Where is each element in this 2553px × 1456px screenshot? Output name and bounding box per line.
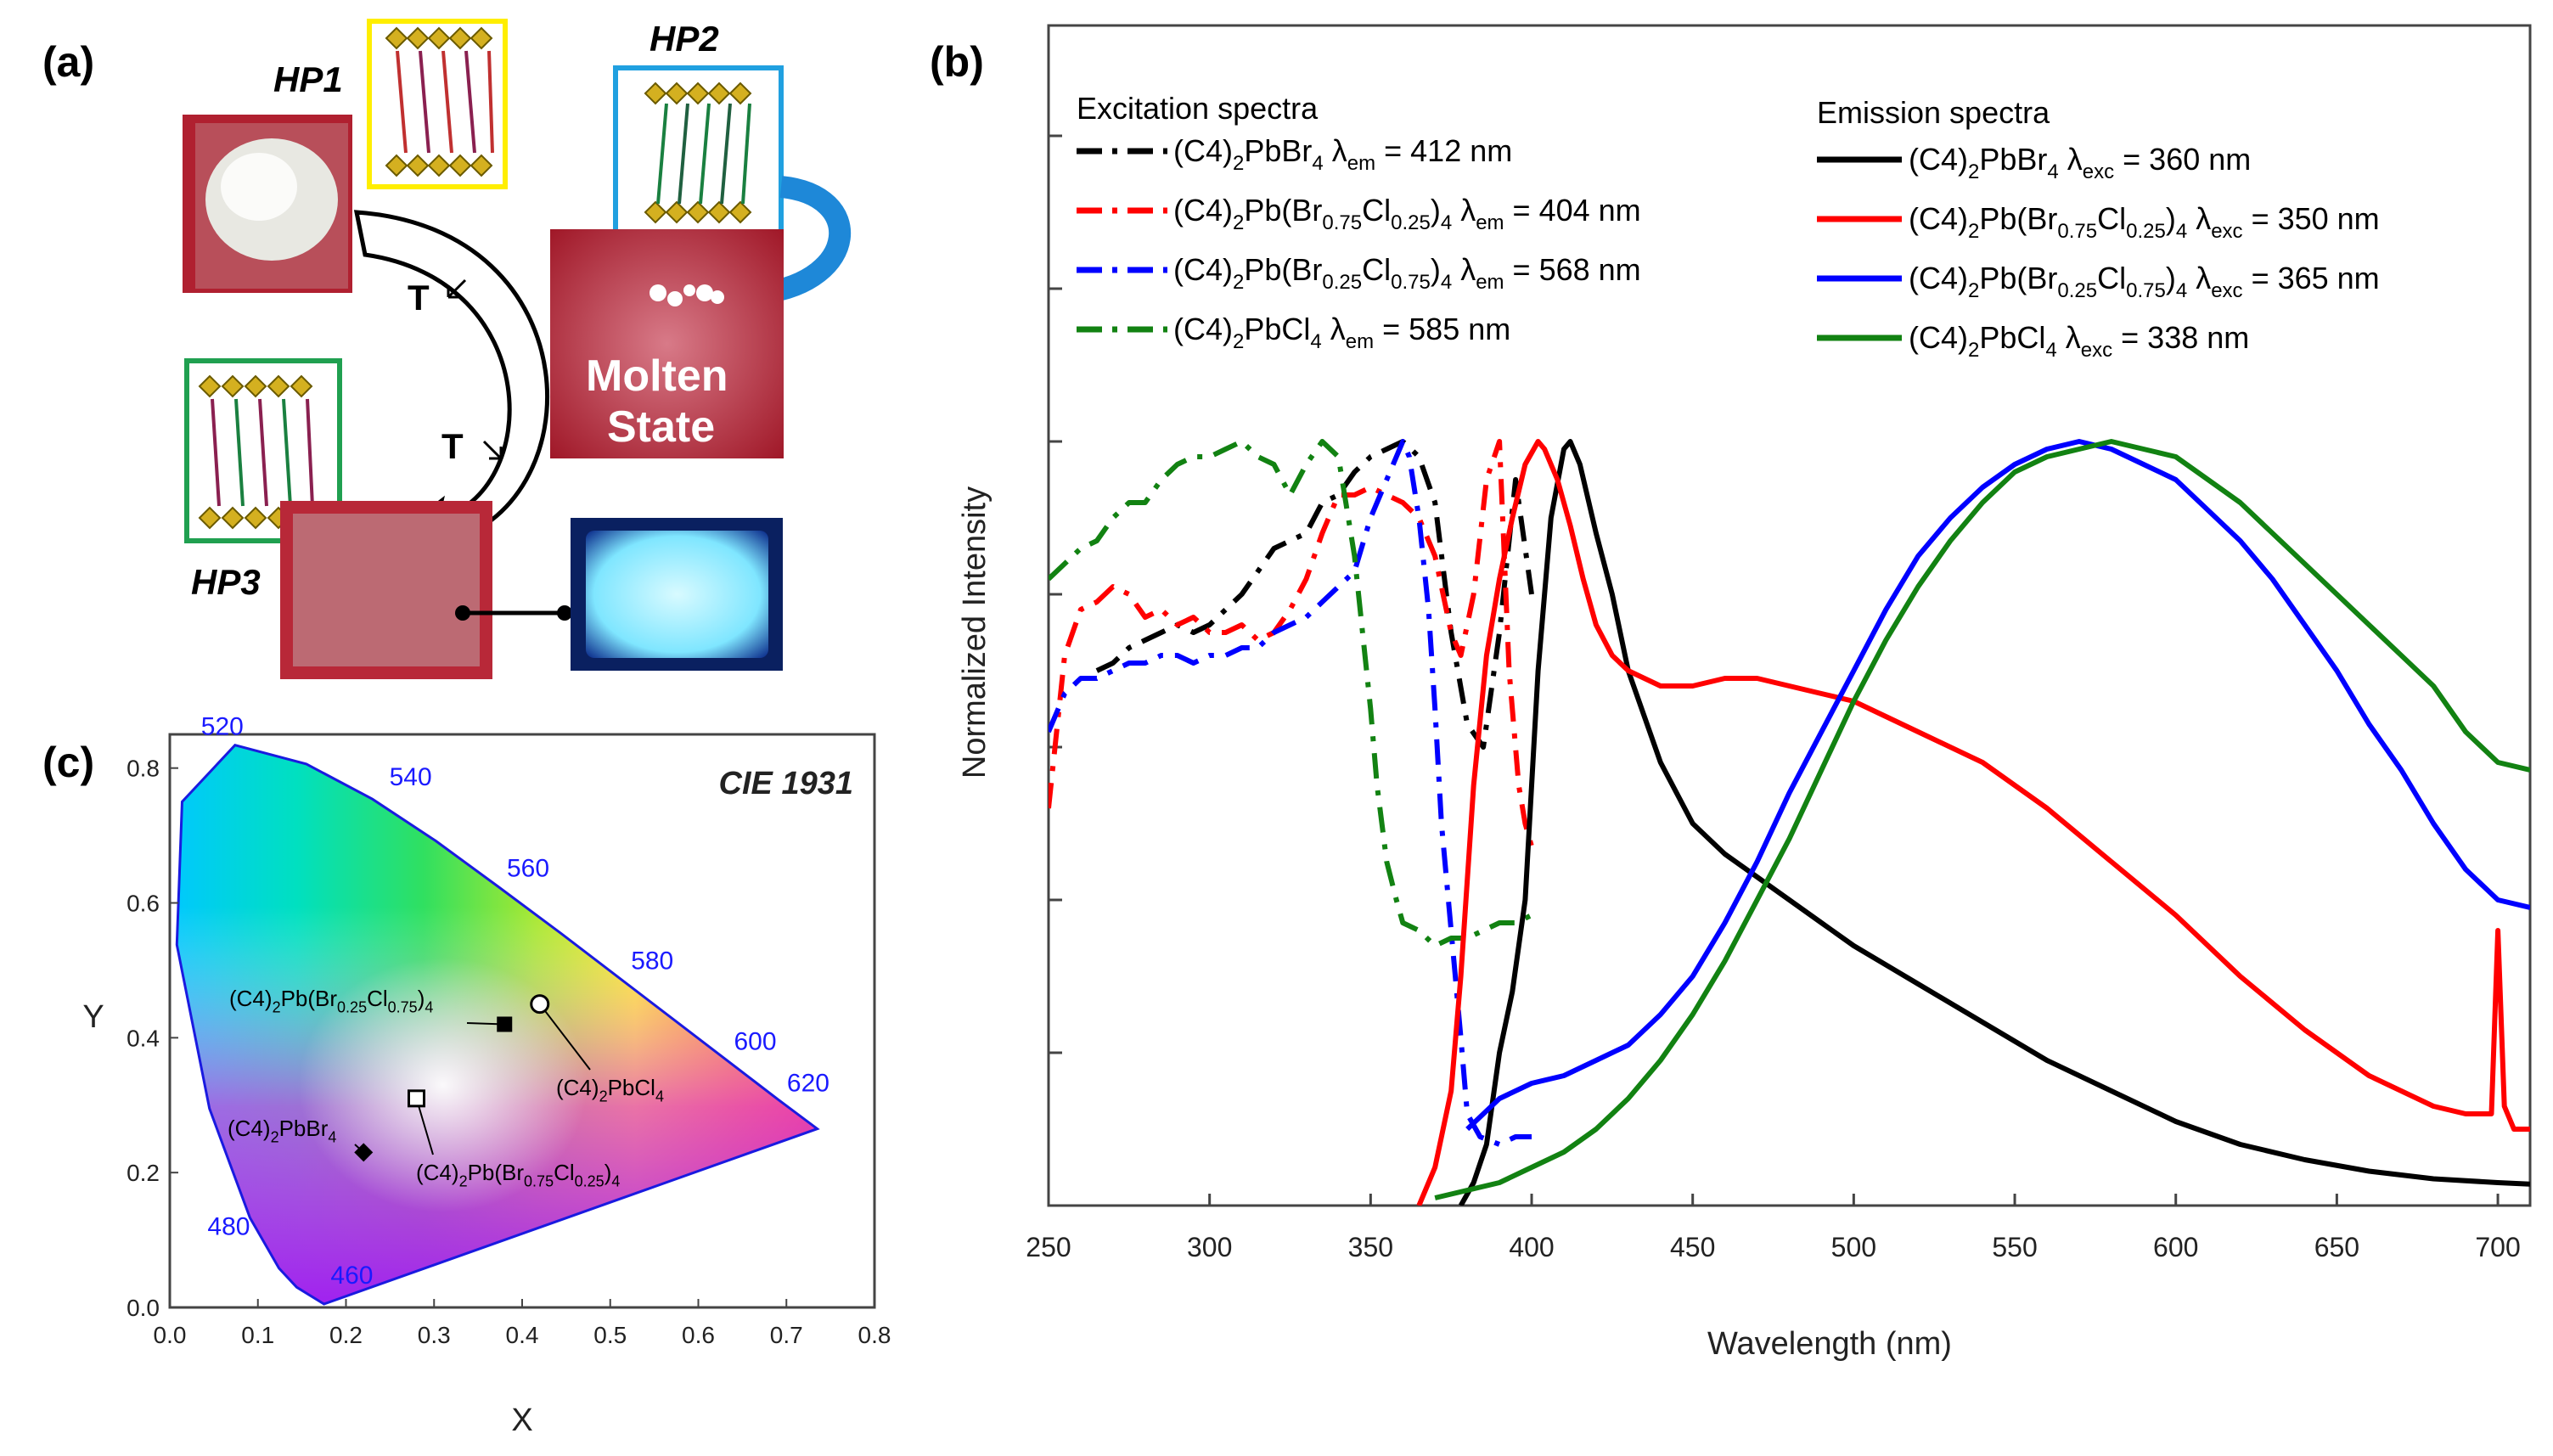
cie-y-tick-label-0.0: 0.0	[127, 1295, 160, 1321]
connector-dot-left	[455, 605, 470, 621]
panel-a-label: (a)	[42, 38, 94, 86]
cie-x-tick-label-0.4: 0.4	[506, 1322, 539, 1348]
marker-c4-2pb-br0-75cl0-25-4	[408, 1089, 425, 1108]
molten-photo: Molten State	[550, 229, 784, 458]
wavelength-label-580: 580	[631, 947, 673, 975]
uv-photo	[571, 518, 783, 671]
cie-y-label: Y	[82, 999, 104, 1035]
series-emission-3	[1465, 439, 2530, 1132]
panel-a: (a) HP1 HP2	[42, 19, 852, 679]
series-excitation-2	[1049, 439, 1534, 847]
hp1-label: HP1	[273, 59, 343, 99]
cie-y-tick-label-0.4: 0.4	[127, 1025, 160, 1051]
x-axis-label: Wavelength (nm)	[1707, 1326, 1952, 1362]
x-tick-label-300: 300	[1187, 1232, 1232, 1262]
wavelength-label-520: 520	[201, 713, 244, 741]
marker-c4-2pbcl4	[530, 994, 550, 1015]
state-label: State	[607, 402, 715, 452]
x-tick-label-400: 400	[1509, 1232, 1554, 1262]
hp1-structure	[367, 19, 508, 189]
x-tick-label-250: 250	[1026, 1232, 1071, 1262]
legend-label-excitation-1: (C4)2PbBr4 λem = 412 nm	[1173, 133, 1512, 175]
hp2-structure	[613, 65, 784, 236]
series-excitation-3	[1049, 439, 1532, 1147]
series-excitation-1	[1095, 439, 1534, 750]
leader-line-c4-2pb-br0-75cl0-25-4	[415, 1098, 434, 1155]
cie-x-tick-label-0.6: 0.6	[682, 1322, 715, 1348]
x-tick-label-600: 600	[2153, 1232, 2198, 1262]
cie-y-tick-label-0.8: 0.8	[127, 756, 160, 782]
wavelength-label-540: 540	[390, 763, 432, 791]
panel-b: (b) 250 300 350 400 450 500 550 600 650 700 Norma…	[930, 24, 2532, 1362]
spectral-locus	[175, 744, 820, 1306]
legend-label-excitation-3: (C4)2Pb(Br0.25Cl0.75)4 λem = 568 nm	[1173, 252, 1641, 294]
panel-b-label: (b)	[930, 38, 984, 86]
series-emission-4	[1434, 439, 2530, 1200]
cie-x-label: X	[511, 1403, 532, 1438]
temperature-label-1: T	[408, 278, 430, 318]
y-axis-label: Normalized Intensity	[957, 486, 993, 779]
down-arrow-icon	[482, 440, 503, 460]
cie-y-tick-label-0.2: 0.2	[127, 1160, 160, 1186]
cie-title: CIE 1931	[719, 766, 853, 801]
series-emission-1	[1458, 439, 2530, 1206]
cie-x-tick-label-0.0: 0.0	[154, 1322, 187, 1348]
panel-c-label: (c)	[42, 739, 94, 786]
series-emission-2	[1416, 439, 2530, 1206]
cie-x-tick-label-0.1: 0.1	[241, 1322, 274, 1348]
cie-x-tick-label-0.8: 0.8	[858, 1322, 891, 1348]
marker-c4-2pbbr4	[354, 1143, 374, 1162]
x-tick-label-700: 700	[2475, 1232, 2520, 1262]
legend: Excitation spectra Emission spectra (C4)…	[1077, 91, 2380, 362]
cie-ticks: 0.0 0.1 0.2 0.3 0.4 0.5 0.6 0.7 0.8 0.0 0.2 0.4 0.6 0…	[127, 756, 891, 1348]
point-label-c4-2pbbr4: (C4)2PbBr4	[228, 1116, 336, 1145]
connector-dot-right	[557, 605, 572, 621]
temperature-label-2: T	[441, 426, 464, 466]
x-axis-ticks: 250 300 350 400 450 500 550 600 650 700	[1026, 1194, 2521, 1262]
legend-label-emission-1: (C4)2PbBr4 λexc = 360 nm	[1909, 142, 2251, 183]
y-axis-ticks	[1049, 134, 1062, 1207]
hp3-photo	[280, 501, 492, 679]
legend-emission-title: Emission spectra	[1817, 95, 2050, 130]
cie-x-tick-label-0.3: 0.3	[418, 1322, 451, 1348]
series-group	[1049, 439, 2530, 1206]
x-tick-label-350: 350	[1348, 1232, 1393, 1262]
cie-y-tick-label-0.6: 0.6	[127, 891, 160, 917]
hp2-label: HP2	[649, 19, 719, 59]
x-tick-label-550: 550	[1992, 1232, 2037, 1262]
marker-c4-2pb-br0-25cl0-75-4	[497, 1016, 513, 1032]
point-label-c4-2pbcl4: (C4)2PbCl4	[556, 1075, 664, 1105]
cie-white-point	[298, 957, 588, 1212]
x-tick-label-450: 450	[1670, 1232, 1715, 1262]
molten-label: Molten	[586, 351, 728, 401]
cie-x-tick-label-0.2: 0.2	[329, 1322, 363, 1348]
wavelength-label-480: 480	[207, 1212, 250, 1240]
plot-frame	[1047, 24, 2532, 1207]
hp1-photo	[183, 115, 352, 293]
legend-excitation-title: Excitation spectra	[1077, 91, 1319, 126]
x-tick-label-500: 500	[1831, 1232, 1876, 1262]
hp3-label: HP3	[191, 562, 261, 602]
legend-label-excitation-2: (C4)2Pb(Br0.75Cl0.25)4 λem = 404 nm	[1173, 193, 1641, 234]
legend-label-emission-3: (C4)2Pb(Br0.25Cl0.75)4 λexc = 365 nm	[1909, 261, 2380, 302]
leader-line-c4-2pbcl4	[538, 1003, 591, 1071]
wavelength-label-560: 560	[507, 854, 549, 882]
wavelength-label-620: 620	[787, 1069, 829, 1097]
up-arrow-icon	[447, 278, 467, 299]
point-label-c4-2pb-br0-75cl0-25-4: (C4)2Pb(Br0.75Cl0.25)4	[416, 1160, 620, 1189]
cie-x-tick-label-0.7: 0.7	[770, 1322, 803, 1348]
cie-points: (C4)2PbBr4 (C4)2Pb(Br0.75Cl0.25)4 (C4)2Pb(…	[228, 986, 664, 1189]
wavelength-label-600: 600	[734, 1028, 777, 1056]
legend-label-emission-4: (C4)2PbCl4 λexc = 338 nm	[1909, 320, 2249, 362]
point-label-c4-2pb-br0-25cl0-75-4: (C4)2Pb(Br0.25Cl0.75)4	[229, 986, 433, 1015]
wavelength-label-460: 460	[330, 1262, 373, 1290]
x-tick-label-650: 650	[2314, 1232, 2359, 1262]
series-excitation-4	[1049, 439, 1533, 948]
blue-arrow	[762, 176, 852, 304]
legend-label-emission-2: (C4)2Pb(Br0.75Cl0.25)4 λexc = 350 nm	[1909, 201, 2380, 243]
legend-label-excitation-4: (C4)2PbCl4 λem = 585 nm	[1173, 312, 1510, 353]
cie-x-tick-label-0.5: 0.5	[593, 1322, 627, 1348]
